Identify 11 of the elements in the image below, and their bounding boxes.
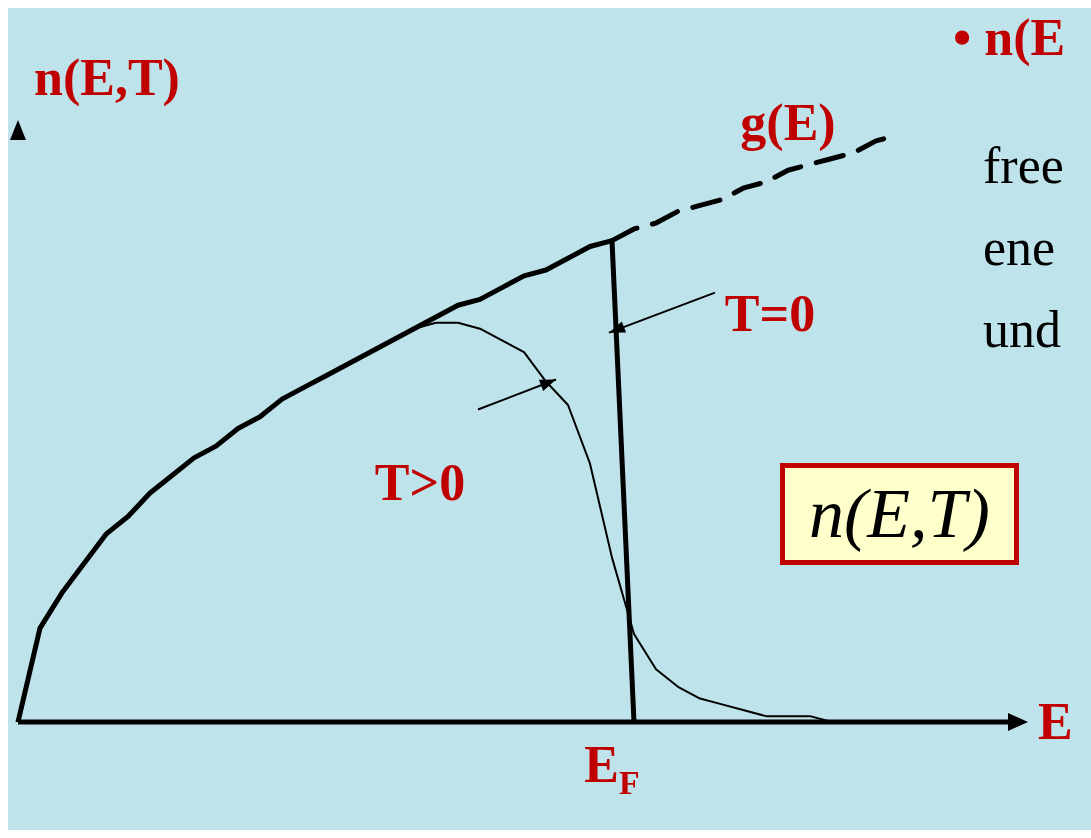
annotation: und	[983, 300, 1061, 359]
annotation: free	[983, 136, 1064, 195]
series-label: g(E)	[740, 94, 836, 152]
y-axis-title: n(E,T)	[34, 48, 180, 107]
text: E$_{F}$	[584, 736, 640, 801]
annotation: n(E,T)	[780, 463, 1019, 565]
series-label: T>0	[374, 453, 466, 511]
annotation: ene	[983, 218, 1056, 277]
text: • n(E	[953, 8, 1066, 67]
x-axis-title: E	[1038, 692, 1073, 751]
legend-label: T=0	[724, 284, 816, 342]
